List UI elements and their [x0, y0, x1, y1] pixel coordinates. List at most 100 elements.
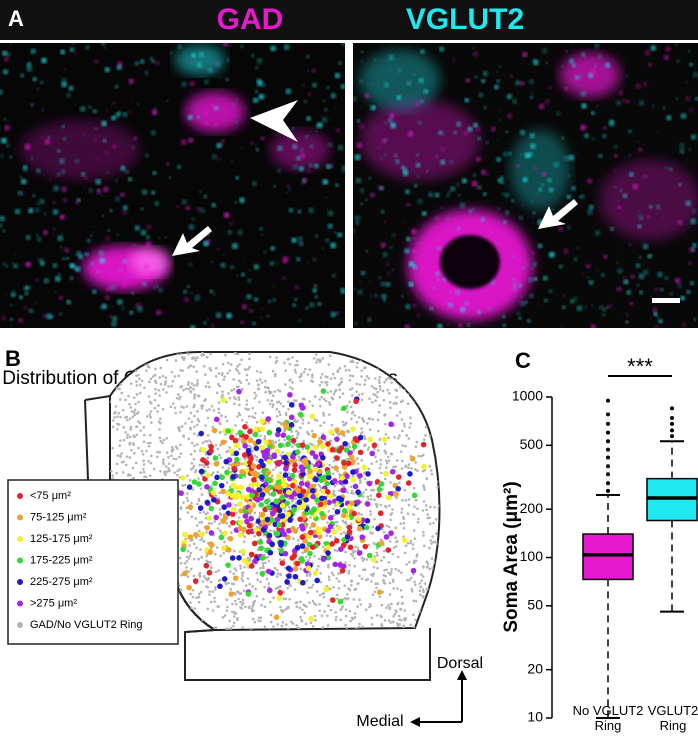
unringed-neuron [196, 524, 199, 527]
unringed-neuron [419, 582, 422, 585]
y-tick-label: 10 [527, 709, 543, 725]
unringed-neuron [178, 456, 181, 459]
unringed-neuron [220, 456, 223, 459]
ringed-neuron [207, 570, 213, 576]
unringed-neuron [193, 458, 196, 461]
unringed-neuron [236, 617, 239, 620]
unringed-neuron [422, 534, 425, 537]
speckle [296, 257, 300, 261]
unringed-neuron [188, 417, 191, 420]
unringed-neuron [217, 527, 220, 530]
speckle [618, 90, 623, 95]
unringed-neuron [323, 610, 326, 613]
speckle [241, 228, 243, 230]
unringed-neuron [136, 426, 139, 429]
ringed-neuron [249, 482, 255, 488]
ringed-neuron [325, 550, 331, 556]
unringed-neuron [366, 558, 369, 561]
speckle [415, 101, 420, 106]
speckle [581, 53, 585, 57]
speckle [435, 193, 440, 198]
unringed-neuron [166, 470, 169, 473]
unringed-neuron [296, 437, 299, 440]
unringed-neuron [125, 464, 128, 467]
unringed-neuron [338, 396, 341, 399]
speckle [403, 170, 409, 176]
unringed-neuron [408, 498, 411, 501]
speckle [1, 138, 7, 144]
unringed-neuron [384, 423, 387, 426]
speckle [623, 277, 626, 280]
ringed-neuron [282, 455, 288, 461]
unringed-neuron [330, 396, 333, 399]
unringed-neuron [201, 407, 204, 410]
speckle [87, 239, 91, 243]
unringed-neuron [424, 378, 427, 381]
ringed-neuron [260, 492, 266, 498]
ringed-neuron [341, 487, 347, 493]
speckle [507, 113, 512, 118]
ringed-neuron [231, 507, 237, 513]
unringed-neuron [159, 367, 162, 370]
ringed-neuron [357, 550, 363, 556]
unringed-neuron [113, 412, 116, 415]
unringed-neuron [404, 552, 407, 555]
unringed-neuron [391, 553, 394, 556]
unringed-neuron [196, 623, 199, 626]
unringed-neuron [338, 587, 341, 590]
unringed-neuron [377, 430, 380, 433]
unringed-neuron [190, 568, 193, 571]
ringed-neuron [274, 614, 280, 620]
unringed-neuron [385, 433, 388, 436]
ringed-neuron [277, 508, 283, 514]
ringed-neuron [297, 517, 303, 523]
unringed-neuron [376, 506, 379, 509]
speckle [549, 188, 554, 193]
unringed-neuron [350, 406, 353, 409]
ringed-neuron [280, 503, 286, 509]
unringed-neuron [142, 468, 145, 471]
ringed-neuron [206, 515, 212, 521]
unringed-neuron [436, 586, 439, 589]
unringed-neuron [329, 588, 332, 591]
speckle [657, 272, 663, 278]
stain [175, 45, 225, 75]
unringed-neuron [363, 437, 366, 440]
unringed-neuron [307, 422, 310, 425]
speckle [357, 119, 360, 122]
speckle [627, 290, 631, 294]
unringed-neuron [259, 378, 262, 381]
speckle [292, 164, 298, 170]
speckle [300, 148, 304, 152]
y-tick-label: 1000 [512, 388, 543, 404]
unringed-neuron [194, 395, 197, 398]
speckle [252, 322, 256, 326]
speckle [61, 186, 67, 192]
speckle [179, 218, 181, 220]
speckle [635, 83, 641, 89]
speckle [190, 325, 195, 330]
speckle [135, 225, 140, 230]
ringed-neuron [293, 566, 299, 572]
speckle [502, 324, 505, 327]
unringed-neuron [221, 390, 224, 393]
unringed-neuron [182, 501, 185, 504]
unringed-neuron [419, 593, 422, 596]
ringed-neuron [347, 525, 353, 531]
unringed-neuron [426, 478, 429, 481]
speckle [688, 108, 693, 113]
speckle [142, 282, 147, 287]
ringed-neuron [339, 445, 345, 451]
unringed-neuron [256, 380, 259, 383]
speckle [112, 101, 116, 105]
unringed-neuron [350, 418, 353, 421]
unringed-neuron [277, 421, 280, 424]
unringed-neuron [250, 608, 253, 611]
unringed-neuron [116, 428, 119, 431]
speckle [545, 99, 550, 104]
speckle [85, 253, 88, 256]
speckle [206, 239, 211, 244]
speckle [221, 87, 223, 89]
unringed-neuron [318, 437, 321, 440]
speckle [213, 293, 216, 296]
